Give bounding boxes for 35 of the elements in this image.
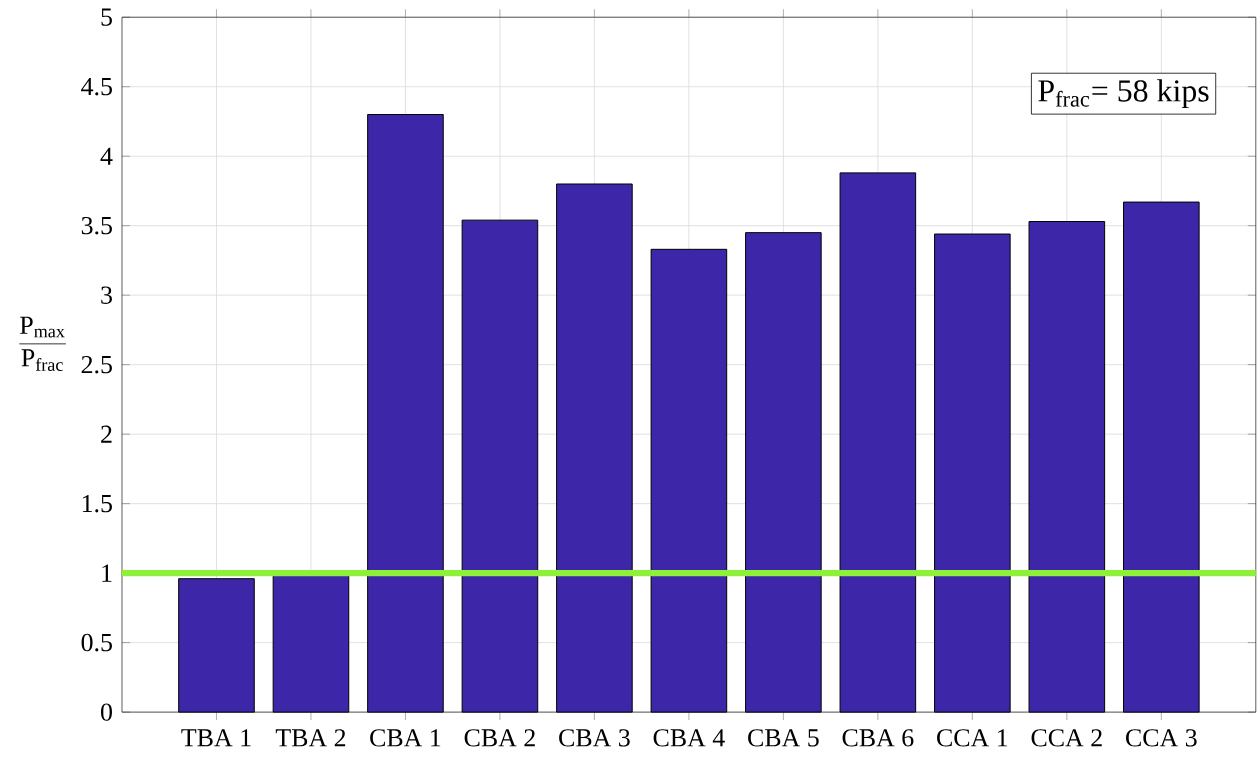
annotation: P$_{frac}$= 58 kips: [1038, 79, 1209, 109]
bar: [1028, 220, 1106, 713]
x-tick-label: TBA 2: [275, 729, 346, 747]
bar: [272, 573, 350, 713]
bar: [556, 183, 633, 713]
y-tick-label: 1: [102, 564, 112, 582]
y-tick-label: 4: [100, 147, 113, 165]
x-tick-label: CBA 1: [370, 729, 441, 747]
bar: [745, 232, 822, 713]
bar: [934, 233, 1011, 713]
y-tick-label: 3.5: [81, 216, 112, 235]
x-tick-label: CCA 1: [937, 729, 1008, 747]
y-tick-label: 0.5: [81, 633, 112, 652]
y-tick-label: 2: [101, 425, 112, 443]
bar: [1123, 201, 1200, 713]
y-tick-label: 0: [101, 703, 112, 721]
x-tick-label: CCA 3: [1126, 729, 1197, 747]
bar: [367, 113, 444, 713]
x-tick-label: CBA 6: [842, 729, 914, 747]
y-axis-title: $\frac{\mathrm{P_{max}}}{\mathrm{P_{frac}}}$: [19, 316, 66, 371]
x-tick-label: CBA 4: [653, 729, 725, 747]
x-tick-label: CBA 3: [559, 729, 630, 747]
x-tick-label: CBA 2: [464, 729, 535, 747]
y-tick-label: 3: [101, 286, 112, 304]
y-tick-label: 2.5: [81, 355, 112, 374]
bar: [461, 219, 539, 713]
y-tick-label: 5: [101, 8, 112, 26]
bar: [178, 578, 255, 713]
x-tick-label: CCA 2: [1031, 729, 1102, 747]
bar: [650, 248, 728, 713]
x-tick-label: TBA 1: [181, 729, 251, 747]
y-tick-label: 4.5: [81, 77, 112, 96]
bar: [839, 172, 917, 713]
x-tick-label: CBA 5: [748, 729, 819, 747]
y-tick-label: 1.5: [82, 494, 112, 513]
